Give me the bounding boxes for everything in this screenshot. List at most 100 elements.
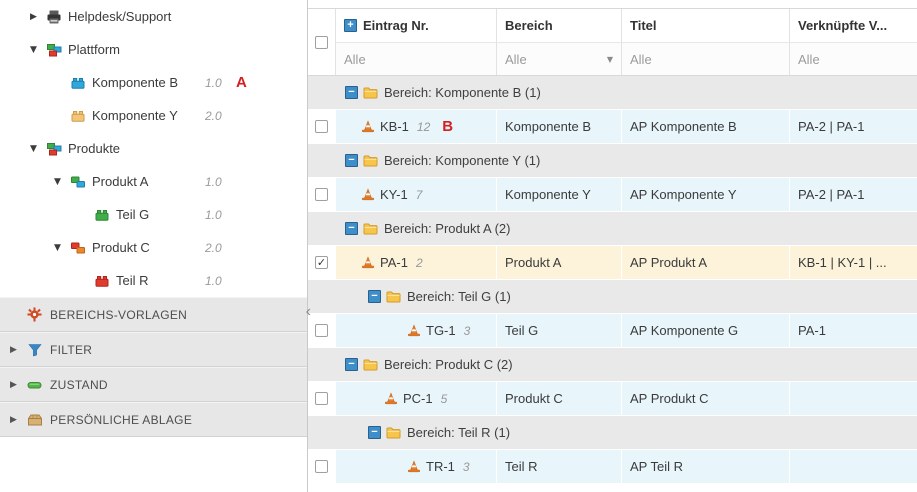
group-row-produkt-c[interactable]: Bereich: Produkt C (2) xyxy=(308,348,917,382)
section-bereichs-vorlagen[interactable]: BEREICHS-VORLAGEN xyxy=(0,297,307,332)
sidebar: Helpdesk/Support Plattform Komponente B … xyxy=(0,0,311,492)
filter-titel[interactable]: Alle xyxy=(622,43,790,75)
column-label: Titel xyxy=(630,18,657,33)
bereich-cell: Teil R xyxy=(497,450,622,483)
collapse-group-icon[interactable] xyxy=(345,154,358,167)
column-header-titel[interactable]: Titel xyxy=(622,9,790,42)
filter-dropdown-icon[interactable] xyxy=(607,55,613,64)
bereich-cell: Teil G xyxy=(497,314,622,347)
collapse-group-icon[interactable] xyxy=(345,222,358,235)
chevron-down-icon[interactable] xyxy=(30,45,42,55)
table-row-tg-1[interactable]: TG-1 3 Teil G AP Komponente G PA-1 xyxy=(308,314,917,348)
tree-item-produkt-a[interactable]: Produkt A 1.0 xyxy=(0,165,307,198)
tree-item-label: Komponente B xyxy=(92,75,179,90)
column-header-verknuepfte[interactable]: Verknüpfte V... xyxy=(790,9,917,42)
entry-count: 7 xyxy=(415,187,423,202)
row-checkbox[interactable] xyxy=(315,392,328,405)
tree-item-produkt-c[interactable]: Produkt C 2.0 xyxy=(0,231,307,264)
column-label: Eintrag Nr. xyxy=(363,18,429,33)
chevron-right-icon[interactable] xyxy=(10,380,22,390)
row-checkbox[interactable] xyxy=(315,324,328,337)
entry-id: PA-1 xyxy=(380,255,408,270)
filter-eintrag-nr[interactable]: Alle xyxy=(336,43,497,75)
titel-cell: AP Komponente Y xyxy=(622,178,790,211)
group-row-teil-g[interactable]: Bereich: Teil G (1) xyxy=(308,280,917,314)
filter-value: Alle xyxy=(344,51,366,67)
checkbox-cell xyxy=(308,450,336,483)
select-all-checkbox[interactable] xyxy=(315,35,328,49)
tree-item-teil-r[interactable]: Teil R 1.0 xyxy=(0,264,307,297)
column-header-bereich[interactable]: Bereich xyxy=(497,9,622,42)
work-item-cone-icon xyxy=(384,392,398,405)
entry-cell: KB-1 12 B xyxy=(336,110,497,143)
work-item-cone-icon xyxy=(361,188,375,201)
entry-count: 12 xyxy=(416,119,431,134)
part-brick-red-icon xyxy=(94,273,110,289)
chevron-down-icon[interactable] xyxy=(30,144,42,154)
table-row-kb-1[interactable]: KB-1 12 B Komponente B AP Komponente B P… xyxy=(308,110,917,144)
titel-cell: AP Produkt A xyxy=(622,246,790,279)
expand-all-icon[interactable] xyxy=(344,19,357,32)
section-label: ZUSTAND xyxy=(50,377,108,392)
row-checkbox[interactable] xyxy=(315,120,328,133)
group-row-produkt-a[interactable]: Bereich: Produkt A (2) xyxy=(308,212,917,246)
filter-row: Alle Alle Alle Alle xyxy=(336,43,917,75)
section-label: PERSÖNLICHE ABLAGE xyxy=(50,412,193,427)
group-row-teil-r[interactable]: Bereich: Teil R (1) xyxy=(308,416,917,450)
tree-item-label: Produkte xyxy=(68,141,121,156)
column-label: Verknüpfte V... xyxy=(798,18,888,33)
sidebar-collapse-icon[interactable]: ‹ xyxy=(305,303,311,320)
row-checkbox[interactable] xyxy=(315,256,328,269)
filter-verknuepfte[interactable]: Alle xyxy=(790,43,917,75)
grid-panel: Eintrag Nr. Bereich Titel Verknüpfte V..… xyxy=(308,0,917,492)
checkbox-cell xyxy=(308,178,336,211)
titel-cell: AP Teil R xyxy=(622,450,790,483)
entry-count: 2 xyxy=(415,255,423,270)
entry-cell: KY-1 7 xyxy=(336,178,497,211)
group-row-komponente-b[interactable]: Bereich: Komponente B (1) xyxy=(308,76,917,110)
filter-value: Alle xyxy=(798,51,820,67)
collapse-group-icon[interactable] xyxy=(368,426,381,439)
group-row-komponente-y[interactable]: Bereich: Komponente Y (1) xyxy=(308,144,917,178)
entry-count: 3 xyxy=(463,323,471,338)
chevron-right-icon[interactable] xyxy=(10,415,22,425)
products-bricks-icon xyxy=(46,141,62,157)
section-zustand[interactable]: ZUSTAND xyxy=(0,367,307,402)
collapse-group-icon[interactable] xyxy=(368,290,381,303)
tree-item-komponente-y[interactable]: Komponente Y 2.0 xyxy=(0,99,307,132)
table-row-ky-1[interactable]: KY-1 7 Komponente Y AP Komponente Y PA-2… xyxy=(308,178,917,212)
table-row-pc-1[interactable]: PC-1 5 Produkt C AP Produkt C xyxy=(308,382,917,416)
collapse-group-icon[interactable] xyxy=(345,358,358,371)
tree-item-plattform[interactable]: Plattform xyxy=(0,33,307,66)
tree-item-produkte[interactable]: Produkte xyxy=(0,132,307,165)
titel-cell: AP Produkt C xyxy=(622,382,790,415)
checkbox-cell xyxy=(308,110,336,143)
tree-item-label: Plattform xyxy=(68,42,121,57)
row-checkbox[interactable] xyxy=(315,460,328,473)
tree-item-komponente-b[interactable]: Komponente B 1.0 A xyxy=(0,66,307,99)
section-persoenliche-ablage[interactable]: PERSÖNLICHE ABLAGE xyxy=(0,402,307,437)
tree-item-teil-g[interactable]: Teil G 1.0 xyxy=(0,198,307,231)
table-row-tr-1[interactable]: TR-1 3 Teil R AP Teil R xyxy=(308,450,917,484)
component-brick-yellow-icon xyxy=(70,108,86,124)
column-header-eintrag-nr[interactable]: Eintrag Nr. xyxy=(336,9,497,42)
chevron-right-icon[interactable] xyxy=(10,345,22,355)
chevron-down-icon[interactable] xyxy=(54,243,66,253)
tree-item-helpdesk-support[interactable]: Helpdesk/Support xyxy=(0,0,307,33)
group-label: Bereich: Teil G (1) xyxy=(407,289,511,304)
component-brick-blue-icon xyxy=(70,75,86,91)
grid-header: Eintrag Nr. Bereich Titel Verknüpfte V..… xyxy=(308,9,917,76)
filter-bereich[interactable]: Alle xyxy=(497,43,622,75)
table-row-pa-1[interactable]: PA-1 2 Produkt A AP Produkt A KB-1 | KY-… xyxy=(308,246,917,280)
tree-item-label: Komponente Y xyxy=(92,108,178,123)
chevron-down-icon[interactable] xyxy=(54,177,66,187)
group-label: Bereich: Produkt A (2) xyxy=(384,221,511,236)
chevron-right-icon[interactable] xyxy=(30,12,42,22)
collapse-group-icon[interactable] xyxy=(345,86,358,99)
version-label: 1.0 xyxy=(205,207,222,222)
folder-icon xyxy=(363,223,378,235)
section-filter[interactable]: FILTER xyxy=(0,332,307,367)
work-item-cone-icon xyxy=(361,256,375,269)
entry-id: KB-1 xyxy=(380,119,409,134)
row-checkbox[interactable] xyxy=(315,188,328,201)
